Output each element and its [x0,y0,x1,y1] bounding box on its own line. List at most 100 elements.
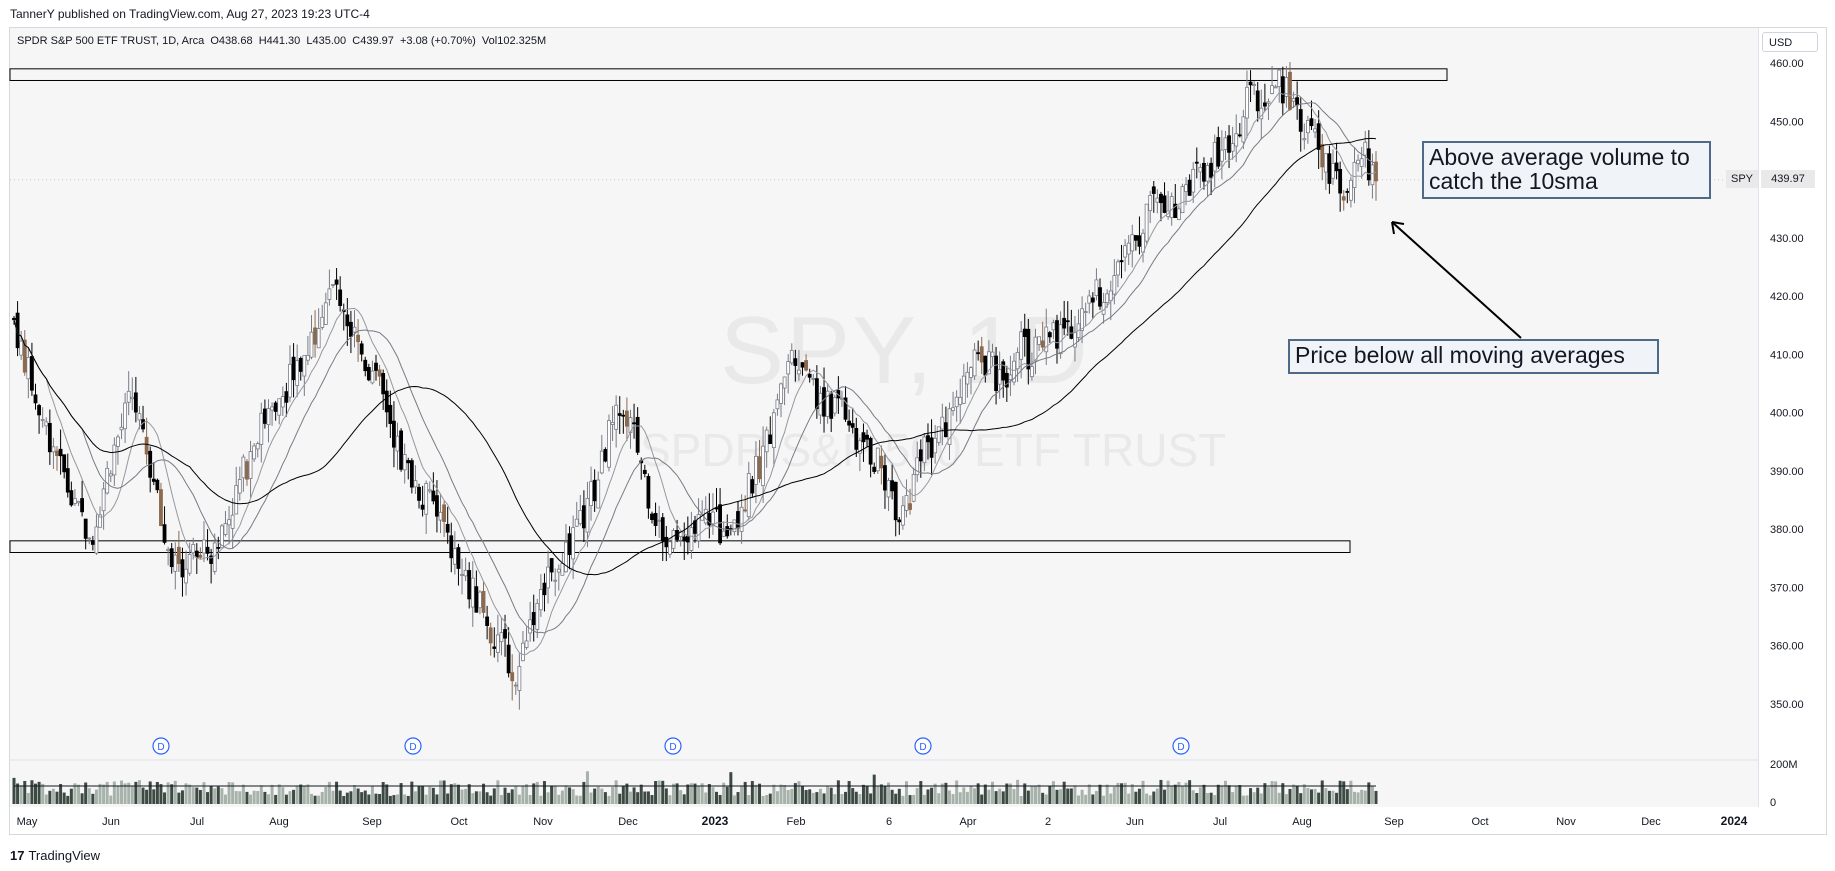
candle-body [1087,295,1092,304]
candle-body [1366,148,1371,181]
volume-bar [1145,793,1149,804]
candle-body [1356,159,1360,165]
candle-body [438,511,443,521]
volume-bar [1062,781,1066,804]
volume-bar [324,786,328,804]
currency-selector[interactable]: USD [1762,32,1818,52]
volume-bar [109,795,113,804]
tradingview-logo[interactable]: 17 TradingView [10,848,100,863]
volume-bar [80,793,84,804]
volume-bar [1213,795,1217,804]
volume-bar [1277,792,1281,804]
candle-body [273,402,278,412]
candle-body [323,302,328,325]
volume-bar [1080,789,1084,804]
volume-bar [166,782,170,804]
candle-body [1133,235,1138,241]
volume-bar [1284,794,1288,804]
volume-bar [1123,782,1127,804]
candle-body [940,416,945,430]
candle-body [302,355,307,377]
volume-bar [650,795,654,804]
price-axis[interactable] [1758,28,1825,807]
candle-body [875,447,880,472]
candle-body [481,590,486,613]
volume-bar [1019,795,1023,804]
candle-body [1219,149,1224,162]
candle-body [671,530,676,549]
candle-body [230,514,235,529]
candle-body [897,519,902,523]
volume-bar [1087,784,1091,804]
candle-body [449,535,454,559]
volume-bar [467,784,471,804]
candle-body [768,434,773,444]
dividend-marker-label: D [1177,742,1184,753]
volume-bar [48,790,52,804]
volume-bar [127,782,131,804]
volume-bar [983,784,987,804]
volume-bar [1324,788,1328,804]
candle-body [1349,179,1353,201]
volume-bar [689,783,693,804]
candle-body [994,355,998,392]
candle-body [144,436,149,455]
candle-body [15,312,20,349]
volume-bar [614,780,618,804]
candle-body [1295,97,1300,106]
volume-bar [1077,795,1081,804]
candle-body [642,469,647,475]
time-axis-tick: 6 [886,816,892,828]
sma-20-line [13,102,1377,634]
candle-body [886,480,891,498]
volume-bar [578,795,582,804]
candle-body [1338,168,1343,194]
candle-body [1094,279,1099,297]
symbol-legend[interactable]: SPDR S&P 500 ETF TRUST, 1D, Arca O438.68… [17,35,547,47]
volume-bar [546,792,550,804]
candle-body [202,539,206,554]
volume-bar [496,780,500,804]
volume-bar [37,781,41,804]
price-annotation[interactable]: Price below all moving averages [1288,339,1659,374]
volume-bar [1306,787,1310,804]
candle-body [73,498,77,504]
volume-bar [34,783,38,804]
volume-bar [815,792,819,804]
candle-body [1148,195,1153,212]
volume-bar [736,792,740,804]
volume-bar [947,790,951,804]
candle-body [581,505,586,529]
volume-bar [926,789,930,804]
volume-bar [1184,782,1188,804]
volume-bar [1041,792,1045,804]
volume-annotation[interactable]: Above average volume to catch the 10sma [1422,141,1711,199]
volume-bar [202,782,206,804]
candle-body [90,540,95,545]
volume-bar [836,780,840,804]
candle-body [76,500,81,504]
volume-bar [1055,789,1059,804]
candle-body [589,481,593,506]
volume-bar [435,794,439,804]
candle-body [252,445,257,460]
candle-body [1209,162,1214,178]
volume-bar [378,794,382,804]
volume-bar [657,780,661,804]
candle-body [578,510,583,525]
volume-bar [1091,794,1095,804]
volume-bar [897,788,901,804]
dividend-marker-label: D [409,742,416,753]
volume-bar [679,790,683,804]
price-axis-tick: 450.00 [1770,116,1804,128]
candle-body [363,359,368,372]
candle-body [1241,116,1246,143]
volume-bar [1327,790,1331,804]
candle-body [535,603,540,630]
candle-body [976,352,981,355]
candle-body [205,546,210,554]
candle-body [176,546,181,564]
volume-bar [220,788,224,804]
candle-body [108,473,113,477]
volume-bar [951,794,955,804]
